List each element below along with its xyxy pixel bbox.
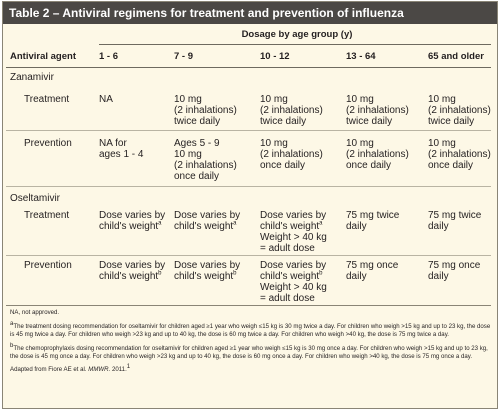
footnote-b: bThe chemoprophylaxis dosing recommendat…: [10, 342, 488, 360]
cell-oseltamivir-prevention-65-plus: 75 mg once daily: [428, 260, 481, 282]
column-header-age-10-12: 10 - 12: [260, 51, 290, 62]
cell-oseltamivir-prevention-7-9: Dose varies by child's weightb: [174, 260, 241, 282]
cell-oseltamivir-treatment-13-64: 75 mg twice daily: [346, 210, 400, 232]
footnote-marker-a: a: [233, 220, 237, 227]
cell-zanamivir-treatment-1-6: NA: [99, 94, 113, 105]
footnotes: NA, not approved. aThe treatment dosing …: [10, 309, 491, 379]
cell-zanamivir-prevention-10-12: 10 mg (2 inhalations) once daily: [260, 138, 323, 171]
column-header-age-13-64: 13 - 64: [346, 51, 376, 62]
row-label-zanamivir-prevention: Prevention: [24, 138, 72, 149]
footnote-marker-b: b: [158, 270, 162, 277]
row-divider: [6, 130, 491, 131]
cell-oseltamivir-treatment-7-9: Dose varies by child's weighta: [174, 210, 241, 232]
cell-oseltamivir-treatment-65-plus: 75 mg twice daily: [428, 210, 482, 232]
dosage-group-header: Dosage by age group (y): [241, 29, 353, 40]
section-divider: [6, 186, 491, 187]
drug-name-zanamivir: Zanamivir: [10, 72, 54, 83]
cell-oseltamivir-treatment-1-6: Dose varies by child's weighta: [99, 210, 166, 232]
column-header-agent: Antiviral agent: [10, 51, 76, 62]
footnote-marker-b: b: [319, 270, 323, 277]
row-divider: [6, 255, 491, 256]
cell-zanamivir-treatment-65-plus: 10 mg (2 inhalations) twice daily: [428, 94, 491, 127]
drug-name-oseltamivir: Oseltamivir: [10, 193, 61, 204]
cell-oseltamivir-prevention-1-6: Dose varies by child's weightb: [99, 260, 166, 282]
cell-zanamivir-treatment-7-9: 10 mg (2 inhalations) twice daily: [174, 94, 237, 127]
row-label-oseltamivir-prevention: Prevention: [24, 260, 72, 271]
cell-zanamivir-prevention-13-64: 10 mg (2 inhalations) once daily: [346, 138, 409, 171]
dosage-header-divider: [99, 44, 491, 45]
footnote-a: aThe treatment dosing recommendation for…: [10, 321, 491, 339]
footnote-na: NA, not approved.: [10, 309, 60, 316]
cell-oseltamivir-treatment-10-12: Dose varies by child's weighta Weight > …: [260, 210, 327, 254]
cell-zanamivir-treatment-10-12: 10 mg (2 inhalations) twice daily: [260, 94, 323, 127]
cell-zanamivir-prevention-7-9: Ages 5 - 9 10 mg (2 inhalations) once da…: [174, 138, 237, 182]
footnote-marker-a: a: [158, 220, 162, 227]
header-divider: [6, 67, 491, 68]
table-bottom-divider: [6, 305, 491, 306]
source-citation: Adapted from Fiore AE et al. MMWR. 2011.…: [10, 363, 131, 374]
column-header-age-7-9: 7 - 9: [174, 51, 194, 62]
cell-zanamivir-prevention-65-plus: 10 mg (2 inhalations) once daily: [428, 138, 491, 171]
footnote-marker-b: b: [233, 270, 237, 277]
cell-oseltamivir-prevention-13-64: 75 mg once daily: [346, 260, 399, 282]
table-title: Table 2 – Antiviral regimens for treatme…: [3, 2, 497, 24]
row-label-zanamivir-treatment: Treatment: [24, 94, 70, 105]
cell-zanamivir-treatment-13-64: 10 mg (2 inhalations) twice daily: [346, 94, 409, 127]
column-header-age-1-6: 1 - 6: [99, 51, 119, 62]
footnote-marker-a: a: [319, 220, 323, 227]
column-header-age-65-plus: 65 and older: [428, 51, 484, 62]
cell-oseltamivir-prevention-10-12: Dose varies by child's weightb Weight > …: [260, 260, 327, 304]
row-label-oseltamivir-treatment: Treatment: [24, 210, 70, 221]
cell-zanamivir-prevention-1-6: NA for ages 1 - 4: [99, 138, 144, 160]
